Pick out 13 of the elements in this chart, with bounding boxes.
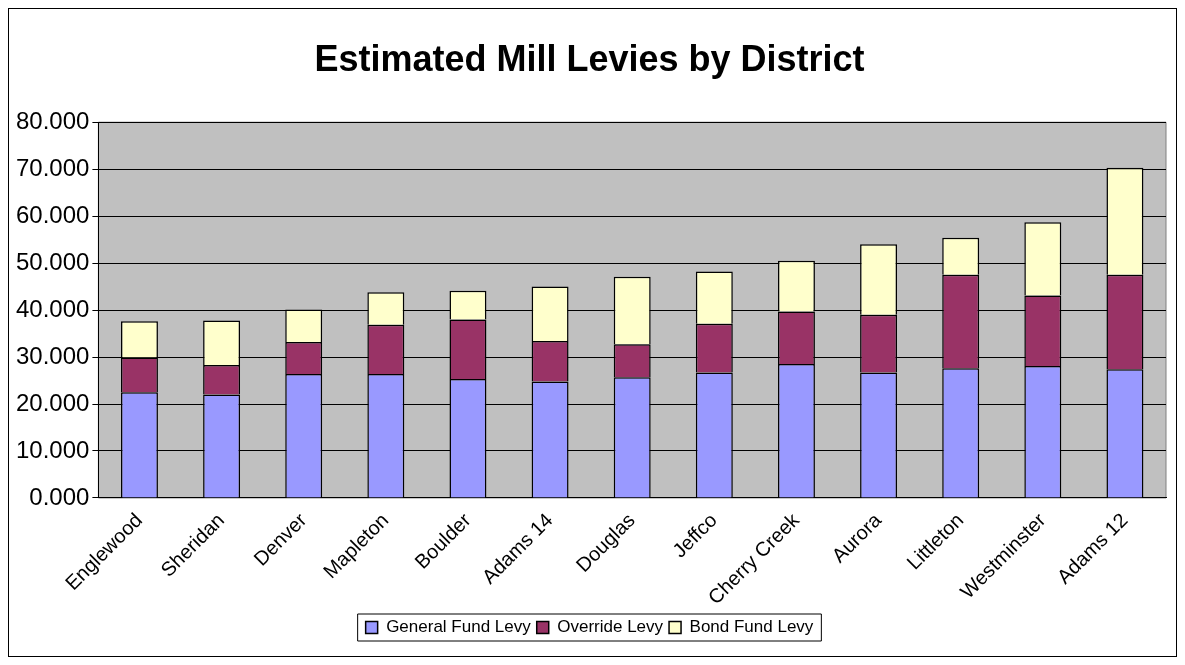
y-tick-label: 60.000	[16, 200, 90, 228]
chart-title: Estimated Mill Levies by District	[314, 37, 865, 79]
y-tick-label: 40.000	[16, 294, 90, 322]
y-tick-label: 80.000	[16, 106, 90, 134]
legend-label: Bond Fund Levy	[689, 617, 814, 637]
legend-label: General Fund Levy	[386, 617, 532, 637]
y-tick-label: 20.000	[16, 388, 90, 416]
y-tick-label: 30.000	[16, 341, 90, 369]
legend-label: Override Levy	[557, 617, 664, 637]
y-tick-label: 0.000	[29, 482, 90, 510]
y-tick-label: 50.000	[16, 247, 90, 275]
y-tick-label: 10.000	[16, 435, 90, 463]
y-tick-label: 70.000	[16, 153, 90, 181]
